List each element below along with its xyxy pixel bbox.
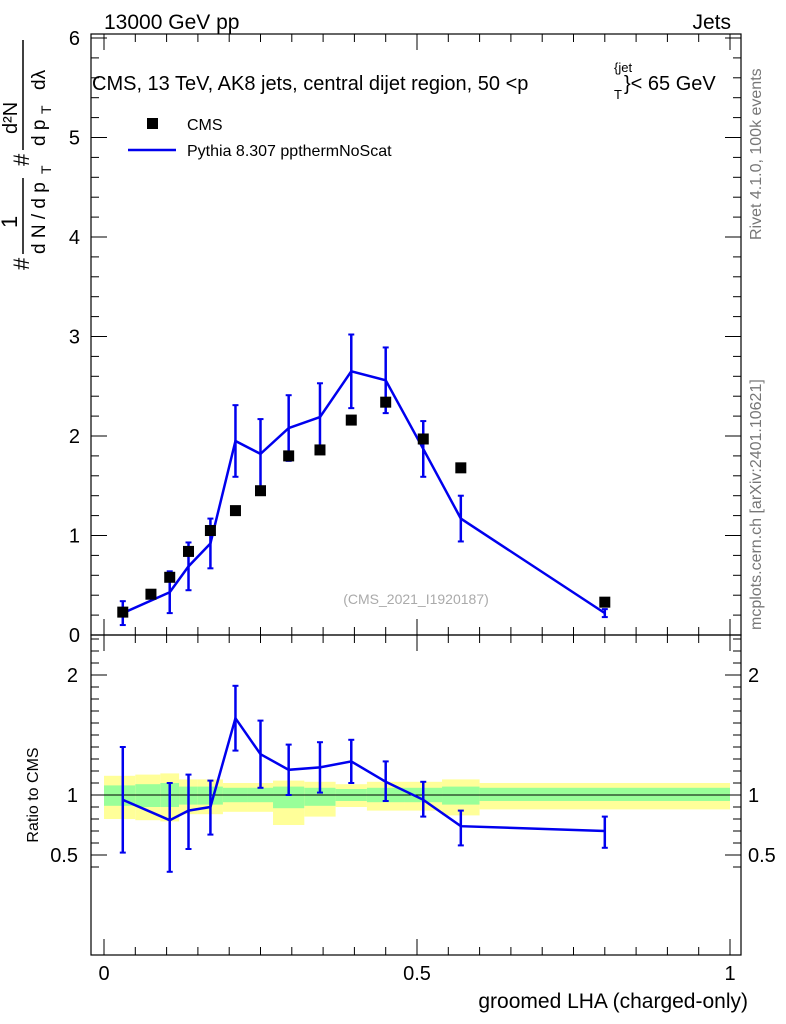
title-suffix: }< 65 GeV — [624, 73, 716, 95]
plot-title: CMS, 13 TeV, AK8 jets, central dijet reg… — [92, 60, 716, 102]
ylabel-hash2: # — [9, 153, 34, 166]
main-ytick-label: 0 — [69, 625, 80, 647]
ylabel-den2-end: dλ — [29, 69, 50, 90]
cms-data-point — [599, 596, 611, 608]
ratio-ytick-label-left: 0.5 — [50, 845, 78, 867]
main-ytick-label: 4 — [69, 227, 80, 249]
legend-pythia-label: Pythia 8.307 ppthermNoScat — [187, 143, 392, 160]
axes: 0 1 2 3 4 5 6 0.5 0.5 1 1 2 2 0 0.5 1 — [50, 28, 776, 985]
band-inner-13 — [479, 787, 730, 801]
header-right: Jets — [692, 11, 731, 34]
ylabel-hash1: # — [9, 257, 34, 270]
ratio-ytick-label-right: 1 — [748, 785, 759, 807]
main-ytick-label: 6 — [69, 28, 80, 50]
cms-data-point — [145, 588, 157, 600]
band-inner-12 — [442, 786, 480, 805]
series-layer — [117, 333, 611, 873]
legend-cms-label: CMS — [187, 117, 223, 134]
main-ytick-label: 1 — [69, 526, 80, 548]
rivet-version-label: Rivet 4.1.0, 100k events — [748, 68, 765, 240]
main-ytick-label: 2 — [69, 426, 80, 448]
ylabel-den-sub: T — [38, 165, 54, 174]
header-left: 13000 GeV pp — [104, 11, 239, 34]
cms-data-point — [183, 545, 195, 557]
ratio-ytick-label-right: 2 — [748, 665, 759, 687]
band-inner-8 — [304, 787, 336, 806]
xtick-label: 0 — [98, 963, 109, 985]
cms-data-point — [255, 485, 266, 497]
cms-data-point — [204, 525, 216, 537]
ylabel-den2: d p — [29, 120, 50, 146]
ylabel-den: d N / d p — [29, 182, 50, 254]
xtick-label: 0.5 — [403, 963, 431, 985]
ratio-ytick-label-right: 0.5 — [748, 845, 776, 867]
main-panel: (CMS_2021_I1920187) CMS, 13 TeV, AK8 jet… — [92, 60, 716, 607]
main-ytick-label: 5 — [69, 128, 80, 150]
band-inner-7 — [273, 786, 305, 809]
cms-data-point — [283, 450, 295, 462]
xtick-label: 1 — [724, 963, 735, 985]
cms-data-point — [380, 396, 392, 408]
title-sub: T — [614, 87, 622, 102]
ratio-ylabel: Ratio to CMS — [25, 747, 42, 842]
legend-cms-marker — [147, 118, 158, 129]
ylabel-one: 1 — [0, 216, 22, 228]
xlabel: groomed LHA (charged-only) — [478, 990, 748, 1013]
title-sup: {jet — [614, 60, 632, 75]
main-ylabel: # 1 d N / d p T # d²N d p T dλ — [0, 40, 54, 270]
cms-data-point — [455, 462, 467, 474]
title-prefix: CMS, 13 TeV, AK8 jets, central dijet reg… — [92, 73, 528, 95]
ratio-ytick-label-left: 2 — [67, 665, 78, 687]
band-inner-1 — [135, 784, 161, 807]
main-ytick-label: 3 — [69, 327, 80, 349]
cms-data-point — [417, 433, 429, 445]
ratio-ytick-label-left: 1 — [67, 785, 78, 807]
ylabel-num2: d²N — [0, 102, 22, 134]
cms-data-point — [345, 414, 357, 426]
pythia-line — [122, 369, 606, 615]
watermark: (CMS_2021_I1920187) — [343, 591, 489, 607]
cms-data-point — [164, 571, 176, 583]
cms-data-point — [229, 505, 241, 517]
ylabel-den2-sub: T — [38, 105, 54, 114]
cms-data-point — [314, 444, 326, 456]
cms-data-point — [117, 606, 129, 618]
legend: CMS Pythia 8.307 ppthermNoScat — [128, 117, 392, 160]
mcplots-label: mcplots.cern.ch [arXiv:2401.10621] — [748, 379, 765, 630]
